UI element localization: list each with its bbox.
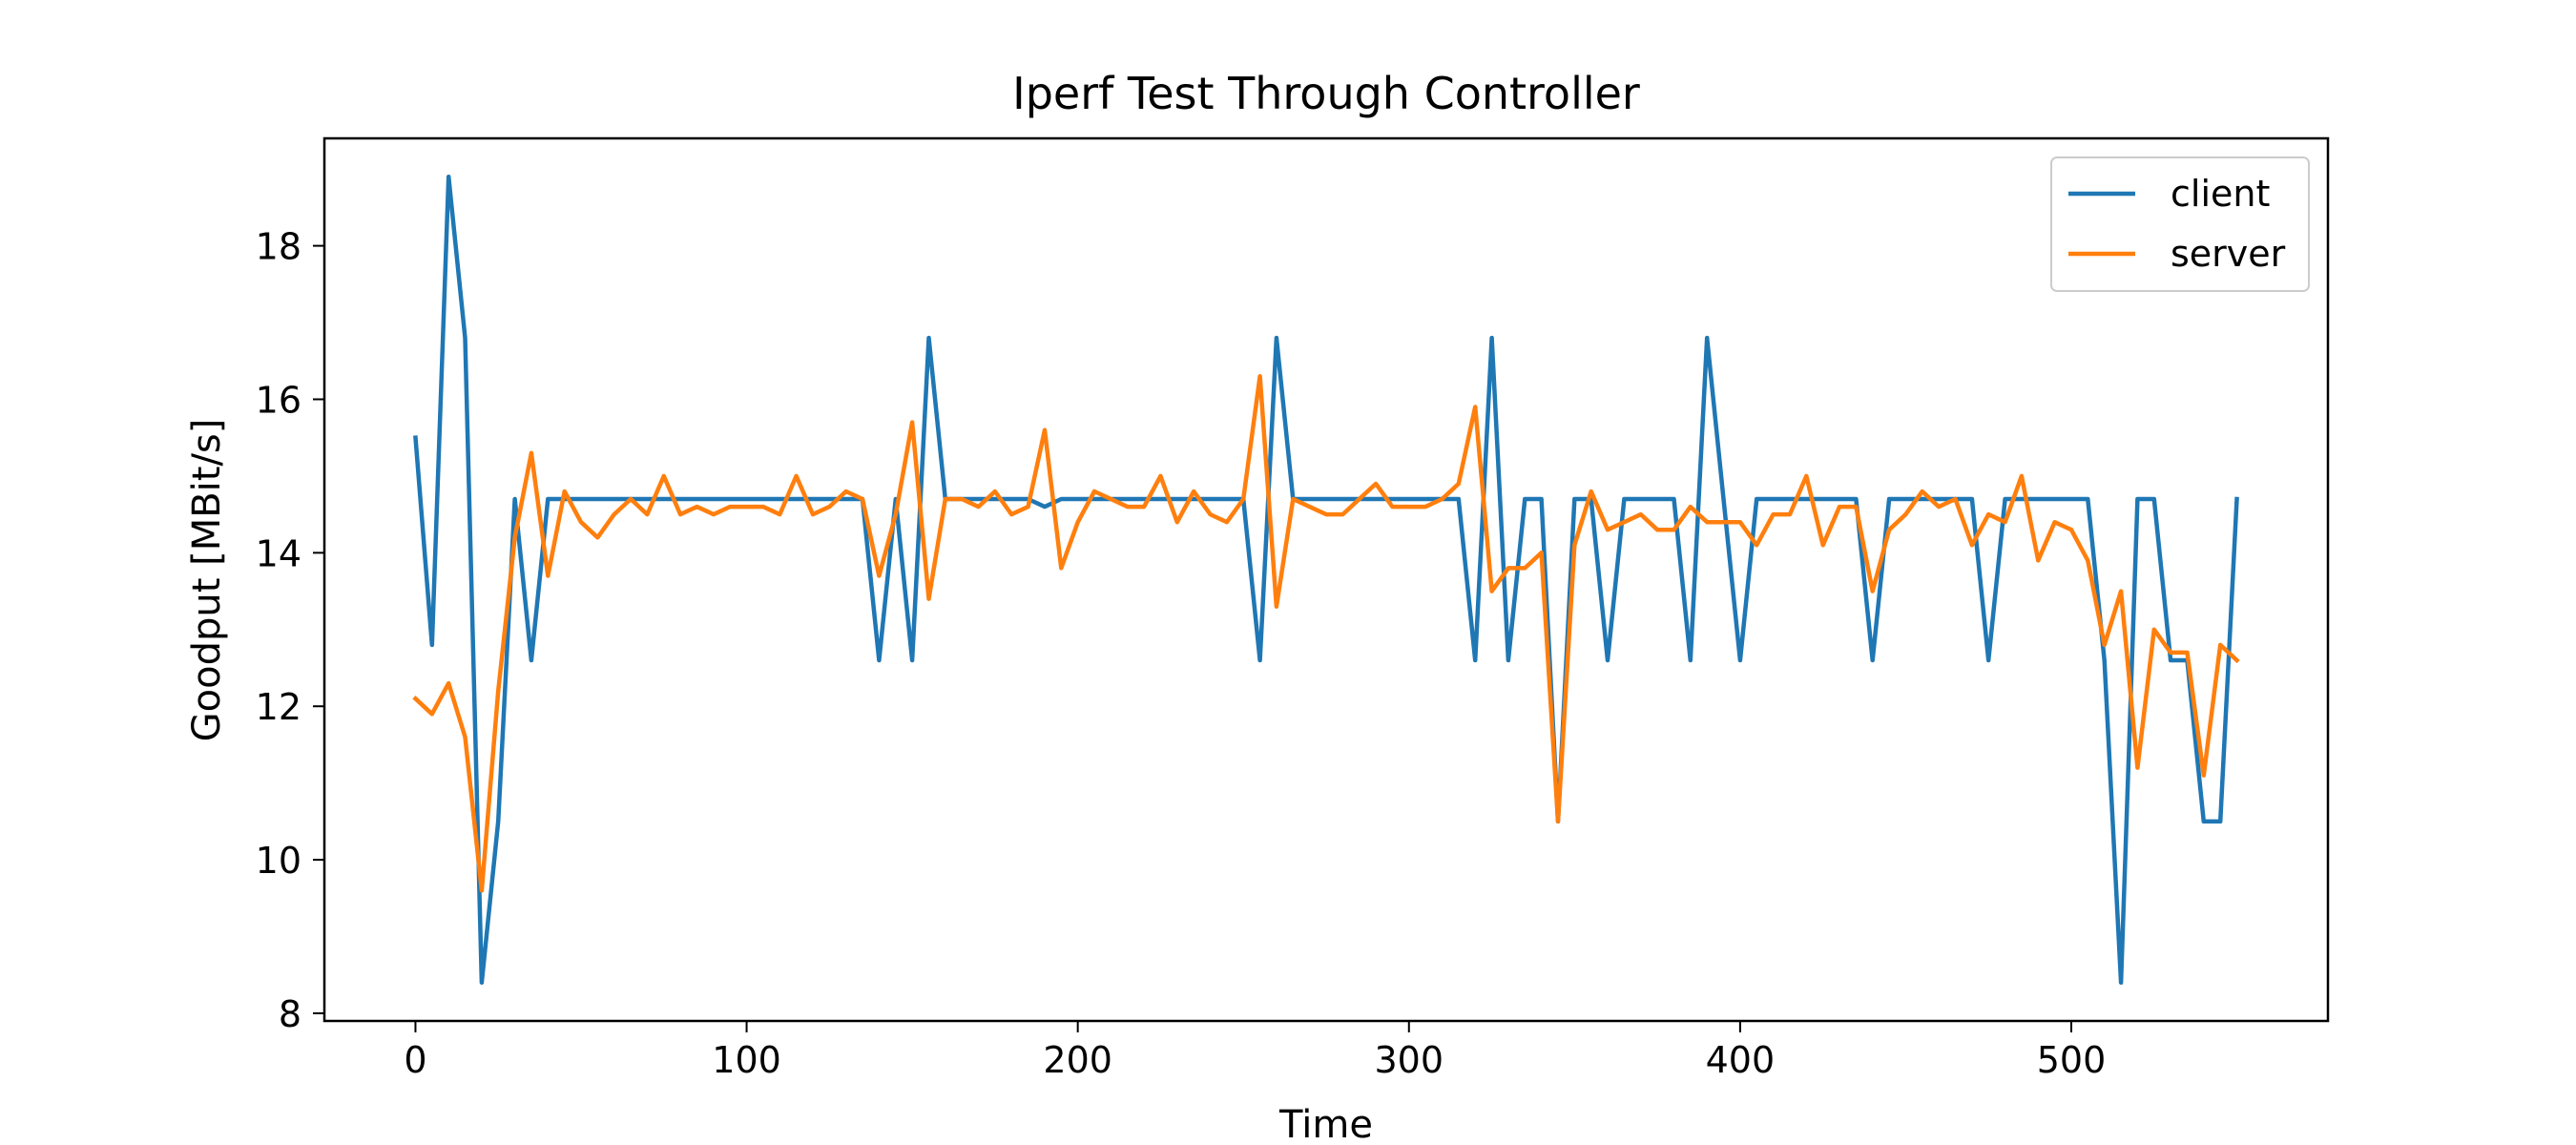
- legend: client server: [2050, 156, 2310, 292]
- chart-title: Iperf Test Through Controller: [1012, 68, 1640, 119]
- series-line-server: [412, 374, 2240, 893]
- y-axis-label: Goodput [MBit/s]: [185, 419, 229, 742]
- x-axis: 0 100 200 300 400 500: [404, 1021, 2106, 1081]
- y-tick-label: 16: [256, 379, 301, 421]
- y-tick-label: 12: [256, 686, 301, 728]
- y-tick-label: 10: [256, 840, 301, 882]
- legend-box: [2050, 156, 2310, 292]
- y-tick-label: 18: [256, 226, 301, 268]
- plot-frame: [322, 136, 2330, 1023]
- x-axis-label: Time: [1278, 1103, 1373, 1145]
- x-tick-label: 200: [1043, 1039, 1112, 1081]
- series-line-client: [413, 174, 2239, 986]
- x-tick-label: 300: [1375, 1039, 1444, 1081]
- y-axis: 8 10 12 14 16 18: [256, 226, 324, 1035]
- plot-area: [412, 174, 2240, 986]
- y-tick-label: 14: [256, 532, 301, 574]
- y-tick-label: 8: [279, 993, 301, 1035]
- x-tick-label: 500: [2037, 1039, 2107, 1081]
- x-tick-label: 0: [404, 1039, 426, 1081]
- x-tick-label: 400: [1706, 1039, 1776, 1081]
- legend-label-server: server: [2171, 233, 2286, 275]
- legend-label-client: client: [2171, 173, 2270, 215]
- x-tick-label: 100: [712, 1039, 781, 1081]
